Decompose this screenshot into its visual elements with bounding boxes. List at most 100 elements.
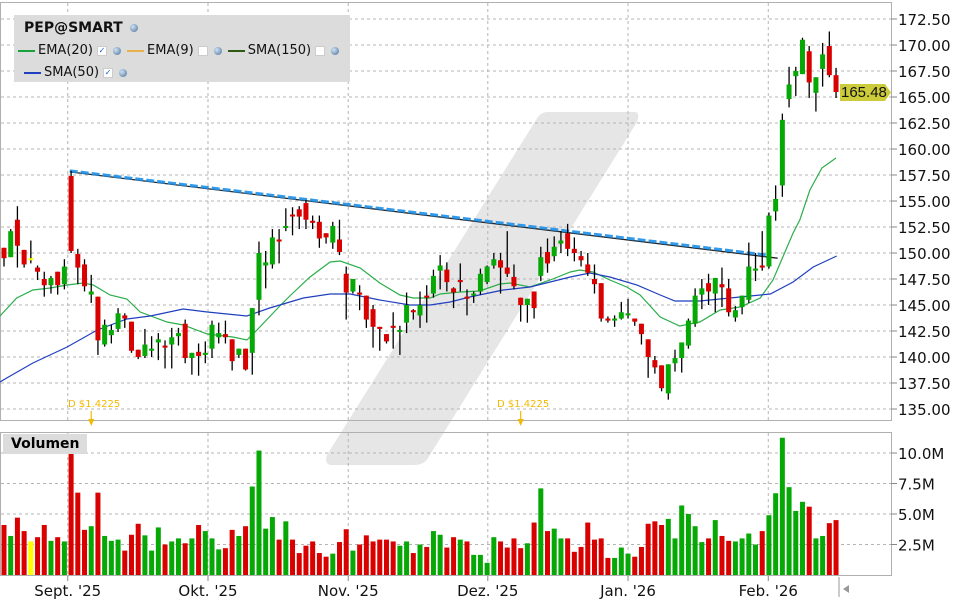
candle-body — [175, 333, 181, 337]
price-axis[interactable]: 172.50 170.00 167.50 165.00 162.50 160.00 157.… — [891, 11, 951, 419]
candle — [122, 313, 128, 328]
candle — [169, 327, 175, 369]
candle — [135, 349, 141, 360]
candle-body — [276, 239, 282, 242]
candle-body — [149, 348, 155, 351]
candle-body — [484, 266, 490, 283]
candle-body — [813, 77, 819, 93]
candle-body — [196, 351, 202, 356]
candles — [1, 31, 839, 400]
moving-averages — [0, 157, 837, 383]
globe-icon[interactable] — [331, 46, 340, 55]
volume-bar — [531, 522, 537, 575]
volume-bar — [726, 540, 732, 575]
price-tick-label: 172.50 — [898, 11, 951, 29]
candle-body — [209, 324, 215, 349]
candle — [283, 208, 289, 232]
candle-body — [679, 342, 685, 359]
candle — [565, 223, 571, 257]
sma50-swatch — [24, 71, 41, 74]
price-tick-label: 137.50 — [898, 375, 951, 393]
candle-body — [410, 310, 416, 313]
candle-body — [243, 348, 249, 370]
candle — [357, 285, 363, 311]
time-axis[interactable]: Sept. '25 Okt. '25 Nov. '25 Dez. '25 Jan. '2… — [34, 576, 798, 600]
candle-body — [511, 276, 517, 287]
candle — [377, 326, 383, 351]
volume-bar — [618, 547, 624, 575]
candle-body — [477, 273, 483, 292]
volume-bar — [665, 518, 671, 575]
sma50-checkbox[interactable]: ✓ — [103, 67, 114, 78]
candle-body — [820, 54, 826, 69]
volume-bar — [538, 488, 544, 575]
candle — [383, 334, 389, 344]
candle — [766, 212, 772, 269]
volume-bar — [390, 541, 396, 575]
globe-icon[interactable] — [213, 46, 222, 55]
volume-bar — [404, 541, 410, 575]
ema20-checkbox[interactable]: ✓ — [97, 45, 108, 56]
candle — [68, 170, 74, 253]
candle — [149, 336, 155, 357]
candle-body — [518, 297, 524, 305]
candle-body — [1, 247, 7, 259]
candle-body — [793, 71, 799, 77]
candle — [531, 291, 537, 319]
volume-bar — [135, 523, 141, 575]
scroll-left-arrow-icon[interactable] — [843, 585, 849, 593]
dividend-arrow-head-icon — [517, 419, 524, 426]
volume-bar — [296, 553, 302, 575]
candle-body — [551, 246, 557, 257]
volume-bar — [1, 524, 7, 575]
volume-bar — [612, 557, 618, 575]
candle — [773, 185, 779, 221]
last-price-value: 165.48 — [841, 84, 887, 101]
candle-body — [290, 214, 296, 217]
volume-bar — [128, 534, 134, 575]
candle — [115, 308, 121, 333]
volume-bar — [799, 501, 805, 575]
volume-bar — [638, 546, 644, 575]
candle-body — [14, 219, 20, 246]
candle-body — [659, 365, 665, 389]
volume-bar — [243, 526, 249, 575]
globe-icon[interactable] — [129, 24, 138, 32]
trendlines[interactable] — [69, 169, 778, 259]
candle-body — [263, 262, 269, 266]
volume-bar — [732, 541, 738, 575]
candle-body — [404, 305, 410, 323]
candle-body — [685, 320, 691, 346]
candle — [196, 343, 202, 376]
candle — [477, 268, 483, 295]
candle — [699, 279, 705, 310]
volume-bar — [833, 520, 839, 575]
globe-icon[interactable] — [113, 46, 122, 55]
volume-bar — [625, 553, 631, 575]
candle — [216, 322, 222, 344]
candle — [162, 340, 168, 369]
trendline-dashed[interactable] — [69, 169, 772, 258]
volume-bar — [303, 545, 309, 575]
candle-body — [498, 260, 504, 268]
candle-body — [269, 237, 275, 265]
sma50-line — [0, 255, 837, 383]
candle-body — [169, 337, 175, 345]
volume-bar — [122, 550, 128, 575]
candle-body — [95, 296, 101, 341]
volume-bar — [276, 539, 282, 575]
volume-bar — [337, 542, 342, 575]
globe-icon[interactable] — [119, 68, 128, 77]
volume-bar — [189, 538, 195, 575]
candle-body — [806, 51, 812, 83]
candle-body — [726, 288, 732, 313]
candle-body — [545, 251, 551, 264]
sma150-checkbox[interactable] — [315, 45, 326, 56]
volume-bar — [511, 538, 517, 575]
ema9-checkbox[interactable] — [197, 45, 208, 56]
volume-bar — [451, 537, 457, 575]
volume-bar — [229, 529, 235, 575]
volume-bar — [88, 526, 94, 575]
candle-body — [471, 293, 477, 296]
